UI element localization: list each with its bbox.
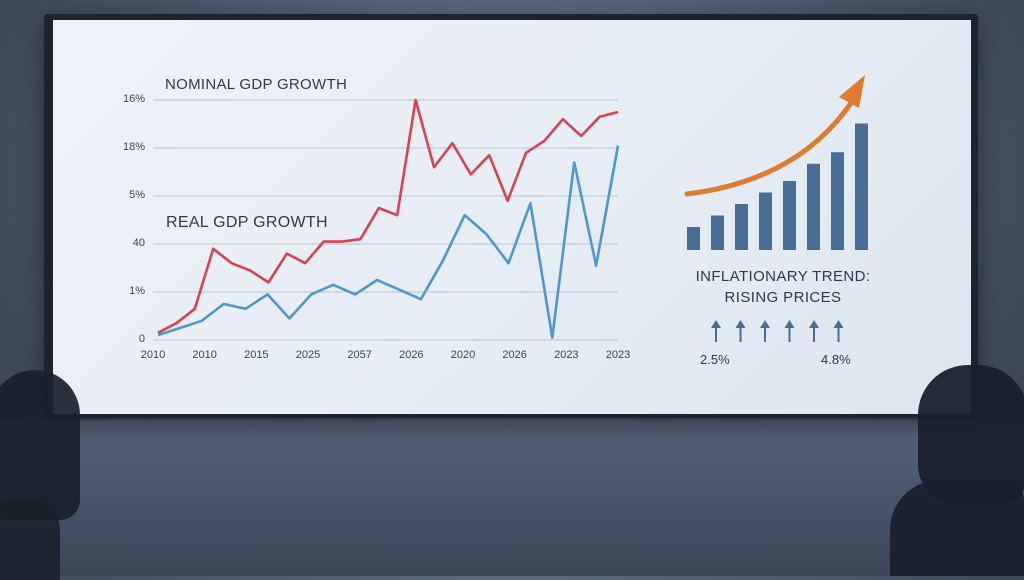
x-tick-label: 2010 bbox=[192, 349, 217, 361]
up-arrow-head-icon bbox=[711, 320, 721, 328]
wall-lower bbox=[0, 420, 1024, 576]
inflation-start-value: 2.5% bbox=[700, 352, 730, 367]
person-left-body bbox=[0, 500, 60, 580]
nominal-gdp-line bbox=[157, 98, 619, 334]
nominal-gdp-label: NOMINAL GDP GROWTH bbox=[165, 76, 348, 93]
y-tick-label: 40 bbox=[132, 237, 145, 249]
trend-arrow-head bbox=[839, 75, 865, 108]
y-tick-label: 5% bbox=[129, 189, 145, 201]
x-tick-label: 2023 bbox=[605, 349, 631, 361]
up-arrow-head-icon bbox=[735, 320, 746, 328]
inflation-title-line2: RISING PRICES bbox=[724, 289, 842, 306]
up-arrow-head-icon bbox=[760, 320, 770, 328]
trend-bar bbox=[831, 152, 844, 250]
x-tick-label: 2015 bbox=[244, 349, 269, 361]
chart-canvas bbox=[153, 75, 868, 342]
trend-bar bbox=[855, 123, 868, 250]
inflation-end-value: 4.8% bbox=[821, 352, 851, 367]
x-tick-label: 2026 bbox=[399, 349, 424, 361]
y-tick-label: 18% bbox=[122, 141, 145, 153]
x-tick-label: 2026 bbox=[502, 349, 527, 361]
y-tick-label: 1% bbox=[129, 285, 145, 297]
real-gdp-label: REAL GDP GROWTH bbox=[166, 214, 328, 231]
inflation-title: INFLATIONARY TREND: RISING PRICES bbox=[673, 266, 893, 308]
presentation-screen: NOMINAL GDP GROWTH REAL GDP GROWTH 16% 18… bbox=[53, 20, 971, 414]
trend-bar bbox=[807, 163, 820, 250]
trend-bar bbox=[687, 227, 700, 250]
up-arrow-head-icon bbox=[833, 320, 844, 328]
trend-arrow-curve bbox=[684, 97, 856, 197]
trend-bar bbox=[783, 181, 796, 250]
x-tick-label: 2057 bbox=[347, 349, 372, 361]
x-tick-label: 2023 bbox=[554, 349, 579, 361]
up-arrow-head-icon bbox=[809, 320, 819, 328]
up-arrow-head-icon bbox=[784, 320, 795, 328]
person-left-head bbox=[0, 370, 80, 520]
inflation-title-line1: INFLATIONARY TREND: bbox=[695, 268, 871, 285]
trend-bar bbox=[735, 204, 748, 250]
trend-bar bbox=[759, 192, 772, 250]
person-right-body bbox=[890, 480, 1024, 576]
x-tick-label: 2020 bbox=[450, 349, 476, 361]
x-tick-label: 2010 bbox=[140, 349, 166, 361]
y-tick-label: 0 bbox=[138, 333, 145, 345]
trend-bar bbox=[711, 215, 724, 250]
x-tick-label: 2025 bbox=[295, 349, 321, 361]
real-gdp-line bbox=[157, 145, 620, 339]
y-tick-label: 16% bbox=[122, 93, 145, 105]
